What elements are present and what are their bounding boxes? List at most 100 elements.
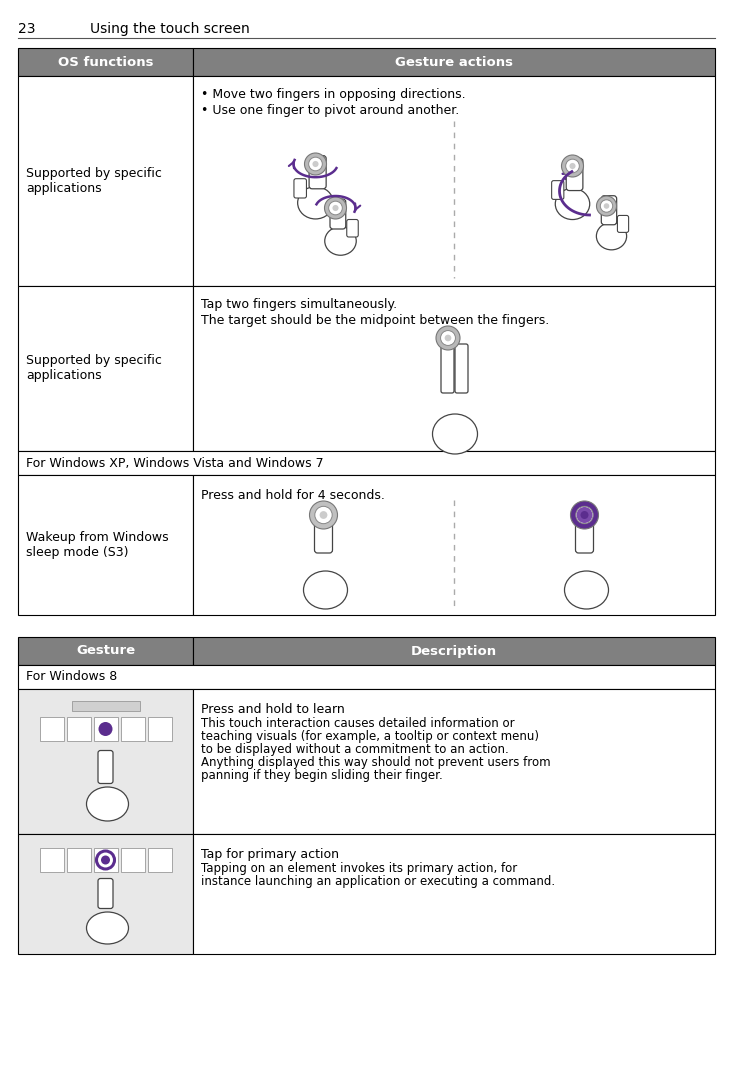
Ellipse shape xyxy=(432,414,477,454)
Bar xyxy=(193,834,715,954)
Bar xyxy=(18,48,193,76)
Circle shape xyxy=(581,511,589,519)
Bar xyxy=(120,717,144,741)
Circle shape xyxy=(445,335,452,341)
Circle shape xyxy=(566,159,579,173)
Text: instance launching an application or executing a command.: instance launching an application or exe… xyxy=(201,875,555,888)
Bar xyxy=(94,847,117,872)
Bar xyxy=(18,286,193,451)
Bar xyxy=(147,717,172,741)
Circle shape xyxy=(597,196,616,216)
Ellipse shape xyxy=(86,912,128,944)
Ellipse shape xyxy=(298,187,334,219)
Text: • Move two fingers in opposing directions.: • Move two fingers in opposing direction… xyxy=(201,88,465,101)
Circle shape xyxy=(304,154,326,175)
Circle shape xyxy=(328,201,342,215)
Circle shape xyxy=(333,205,339,211)
Circle shape xyxy=(309,157,323,171)
Bar xyxy=(18,637,193,665)
Bar xyxy=(193,286,715,451)
Circle shape xyxy=(97,851,114,869)
Bar xyxy=(94,717,117,741)
FancyBboxPatch shape xyxy=(617,215,629,232)
Circle shape xyxy=(570,163,575,169)
FancyBboxPatch shape xyxy=(347,220,358,237)
Bar xyxy=(18,665,715,689)
Bar xyxy=(193,689,715,834)
Text: Wakeup from Windows
sleep mode (S3): Wakeup from Windows sleep mode (S3) xyxy=(26,531,169,559)
Text: 23: 23 xyxy=(18,22,35,36)
FancyBboxPatch shape xyxy=(294,179,306,198)
FancyBboxPatch shape xyxy=(98,878,113,908)
Circle shape xyxy=(312,161,319,167)
Text: For Windows 8: For Windows 8 xyxy=(26,671,117,683)
Circle shape xyxy=(576,507,592,523)
Text: Tapping on an element invokes its primary action, for: Tapping on an element invokes its primar… xyxy=(201,862,517,875)
Circle shape xyxy=(309,501,337,529)
Ellipse shape xyxy=(564,571,608,609)
Bar xyxy=(40,717,64,741)
Bar xyxy=(193,637,715,665)
Circle shape xyxy=(98,722,112,736)
Text: Supported by specific
applications: Supported by specific applications xyxy=(26,354,162,382)
Text: For Windows XP, Windows Vista and Windows 7: For Windows XP, Windows Vista and Window… xyxy=(26,456,324,469)
Bar xyxy=(18,834,193,954)
Text: Using the touch screen: Using the touch screen xyxy=(90,22,250,36)
Bar xyxy=(73,701,140,711)
Bar xyxy=(67,847,90,872)
Circle shape xyxy=(320,511,328,519)
Text: • Use one finger to pivot around another.: • Use one finger to pivot around another… xyxy=(201,104,460,117)
Text: Tap two fingers simultaneously.: Tap two fingers simultaneously. xyxy=(201,298,397,311)
Ellipse shape xyxy=(556,189,590,220)
Circle shape xyxy=(325,197,347,219)
Ellipse shape xyxy=(325,227,356,255)
Text: Tap for primary action: Tap for primary action xyxy=(201,847,339,861)
Text: to be displayed without a commitment to an action.: to be displayed without a commitment to … xyxy=(201,743,509,756)
Bar xyxy=(193,76,715,286)
FancyBboxPatch shape xyxy=(98,750,113,784)
Circle shape xyxy=(436,326,460,350)
Text: The target should be the midpoint between the fingers.: The target should be the midpoint betwee… xyxy=(201,314,549,327)
Circle shape xyxy=(314,506,332,523)
FancyBboxPatch shape xyxy=(455,344,468,393)
Ellipse shape xyxy=(303,571,347,609)
Bar xyxy=(193,48,715,76)
Circle shape xyxy=(604,204,609,209)
Text: Press and hold for 4 seconds.: Press and hold for 4 seconds. xyxy=(201,489,385,502)
Text: OS functions: OS functions xyxy=(58,55,153,68)
Circle shape xyxy=(581,511,589,519)
Ellipse shape xyxy=(597,223,627,249)
FancyBboxPatch shape xyxy=(552,180,564,199)
Bar xyxy=(147,847,172,872)
Bar xyxy=(40,847,64,872)
Circle shape xyxy=(600,199,613,212)
Text: Gesture: Gesture xyxy=(76,645,135,658)
Bar xyxy=(18,689,193,834)
Bar xyxy=(18,451,715,475)
Bar xyxy=(18,76,193,286)
Circle shape xyxy=(101,856,110,865)
Text: Gesture actions: Gesture actions xyxy=(395,55,513,68)
Circle shape xyxy=(570,501,599,529)
Circle shape xyxy=(576,506,593,523)
Bar xyxy=(120,847,144,872)
Text: teaching visuals (for example, a tooltip or context menu): teaching visuals (for example, a tooltip… xyxy=(201,730,539,743)
FancyBboxPatch shape xyxy=(314,508,333,553)
Circle shape xyxy=(441,330,455,345)
Text: This touch interaction causes detailed information or: This touch interaction causes detailed i… xyxy=(201,717,515,730)
Text: panning if they begin sliding their finger.: panning if they begin sliding their fing… xyxy=(201,769,443,782)
Ellipse shape xyxy=(86,787,128,821)
Bar xyxy=(67,717,90,741)
FancyBboxPatch shape xyxy=(309,156,326,189)
FancyBboxPatch shape xyxy=(441,344,454,393)
Text: Description: Description xyxy=(411,645,497,658)
Circle shape xyxy=(561,155,583,177)
Bar xyxy=(18,475,193,615)
Text: Supported by specific
applications: Supported by specific applications xyxy=(26,167,162,195)
FancyBboxPatch shape xyxy=(575,508,594,553)
FancyBboxPatch shape xyxy=(601,196,616,225)
FancyBboxPatch shape xyxy=(566,159,583,191)
Text: Press and hold to learn: Press and hold to learn xyxy=(201,702,345,716)
FancyBboxPatch shape xyxy=(330,199,346,229)
Text: Anything displayed this way should not prevent users from: Anything displayed this way should not p… xyxy=(201,756,550,769)
